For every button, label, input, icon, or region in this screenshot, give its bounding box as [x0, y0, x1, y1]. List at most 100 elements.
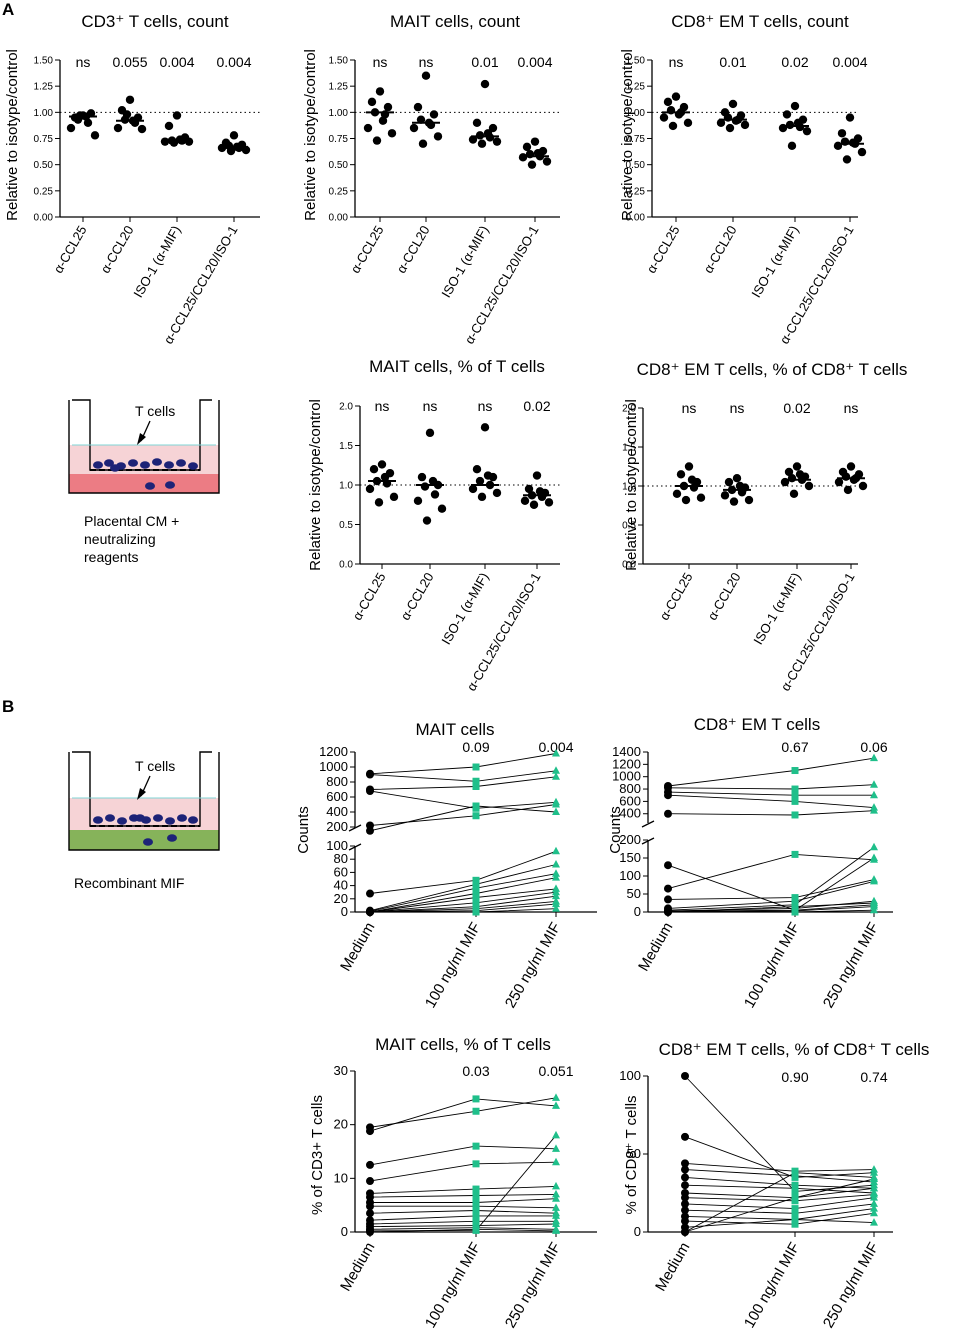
data-point-100	[791, 850, 799, 858]
y-axis-label: Relative to isotype/control	[4, 49, 21, 221]
axis-break-mark	[641, 820, 655, 828]
data-point	[544, 498, 554, 507]
p-value: 0.051	[538, 1063, 573, 1079]
chart-title: MAIT cells, % of T cells	[375, 1035, 551, 1054]
data-point	[477, 492, 487, 502]
data-point-medium	[681, 1181, 689, 1190]
data-point	[367, 97, 377, 107]
cell	[104, 459, 114, 467]
data-point-medium	[664, 861, 672, 870]
data-point-100	[791, 797, 799, 805]
data-point	[483, 471, 493, 480]
data-point	[731, 116, 741, 125]
y-tick-label: 1200	[612, 756, 641, 771]
arrow-head	[137, 433, 146, 445]
data-point	[377, 460, 387, 469]
p-value: 0.004	[216, 54, 251, 70]
paired-line	[684, 1208, 875, 1220]
data-point-250	[552, 1101, 560, 1109]
data-point	[785, 120, 795, 130]
data-point	[413, 496, 423, 505]
y-tick-label: 1.25	[626, 82, 646, 93]
data-point-250	[870, 898, 878, 906]
y-tick-label: 1.0	[622, 482, 636, 493]
data-point-250	[870, 1204, 878, 1212]
p-value: 0.02	[523, 398, 550, 414]
y-tick-label: 100	[619, 1068, 641, 1083]
x-tick-label: 250 ng/ml MIF	[502, 920, 565, 1012]
chart-title: MAIT cells, count	[390, 12, 520, 31]
y-tick-label: 100	[326, 838, 348, 853]
data-point-100	[472, 908, 480, 916]
cell	[165, 817, 175, 825]
data-point	[369, 465, 379, 474]
data-point-250	[552, 1219, 560, 1227]
data-point	[740, 120, 750, 130]
paired-line	[369, 1227, 557, 1230]
axis-break-mark	[348, 824, 362, 832]
paired-line	[369, 1210, 557, 1214]
y-tick-label: 0.50	[329, 160, 349, 171]
p-value: ns	[844, 400, 859, 416]
data-point	[529, 500, 539, 509]
data-point	[841, 472, 851, 481]
x-tick-label: α-CCL20	[393, 223, 432, 276]
chart-title: CD8⁺ EM T cells, count	[671, 12, 849, 31]
data-point	[729, 497, 739, 506]
p-value: 0.67	[781, 739, 808, 755]
data-point-250	[552, 1130, 560, 1139]
y-tick-label: 600	[326, 789, 348, 804]
data-point-medium	[366, 1202, 374, 1211]
chart-title: CD8⁺ EM T cells	[694, 715, 820, 734]
data-point-medium	[681, 1199, 689, 1208]
data-point	[229, 131, 239, 140]
data-point-100	[472, 1192, 480, 1200]
data-point	[420, 482, 430, 491]
y-tick-label: 400	[619, 806, 641, 821]
x-tick-label: α-CCL20	[397, 570, 436, 623]
diagram-a-cell-label: T cells	[135, 403, 175, 419]
data-point	[383, 102, 393, 112]
data-point-100	[472, 893, 480, 901]
y-tick-label: 0.00	[329, 213, 349, 224]
data-point	[834, 477, 844, 487]
data-point	[668, 121, 678, 131]
charts: CD3⁺ T cells, count Relative to isotype/c…	[4, 12, 929, 1331]
y-tick-label: 400	[326, 804, 348, 819]
p-value: ns	[730, 400, 745, 416]
data-point	[795, 470, 805, 479]
data-point	[125, 95, 135, 104]
paired-line	[667, 791, 874, 796]
data-point	[433, 132, 443, 141]
x-tick-label: Medium	[652, 1240, 693, 1295]
data-point-medium	[664, 809, 672, 818]
cell	[110, 464, 120, 472]
paired-line	[369, 804, 557, 826]
data-point-250	[552, 1189, 560, 1198]
cell	[153, 814, 163, 822]
data-point-250	[552, 749, 560, 757]
data-point	[659, 113, 669, 122]
data-point-medium	[366, 1209, 374, 1218]
p-value: 0.004	[159, 54, 194, 70]
data-point	[716, 118, 726, 128]
data-point-100	[472, 1212, 480, 1220]
data-point	[676, 470, 686, 479]
data-point	[113, 123, 123, 133]
cell	[176, 459, 186, 467]
y-axis-label: % of CD8⁺ T cells	[623, 1095, 640, 1214]
paired-line	[667, 853, 875, 890]
paired-line	[369, 805, 557, 832]
data-point-100	[472, 880, 480, 888]
data-point	[735, 481, 745, 491]
data-point-100	[472, 1202, 480, 1210]
data-point-medium	[681, 1193, 689, 1202]
data-point	[524, 484, 534, 494]
data-point-250	[870, 790, 878, 799]
chart-a2: MAIT cells, count Relative to isotype/con…	[302, 12, 560, 347]
data-point	[492, 488, 502, 498]
chart-a4: MAIT cells, % of T cells Relative to isot…	[307, 357, 560, 694]
paired-line	[369, 1098, 557, 1132]
chart-b2: CD8⁺ EM T cells Counts 0 50 100 150 200 4006008…	[607, 715, 893, 1011]
axis-break-mark	[641, 837, 655, 845]
